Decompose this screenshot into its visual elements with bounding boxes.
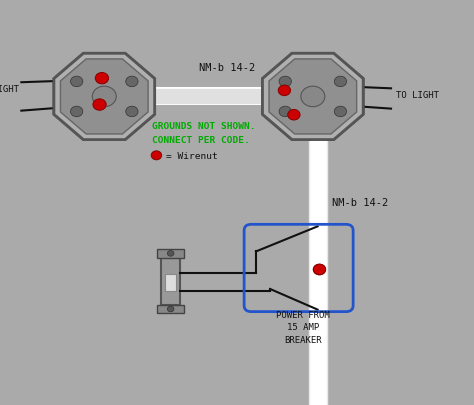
Circle shape bbox=[278, 86, 291, 96]
Polygon shape bbox=[61, 60, 148, 134]
Text: TO LIGHT: TO LIGHT bbox=[0, 85, 19, 94]
Text: CONNECT PER CODE.: CONNECT PER CODE. bbox=[152, 136, 249, 145]
Bar bbox=[157, 249, 184, 258]
Circle shape bbox=[313, 264, 326, 275]
Polygon shape bbox=[269, 60, 356, 134]
Polygon shape bbox=[54, 54, 155, 140]
Text: POWER FROM
15 AMP
BREAKER: POWER FROM 15 AMP BREAKER bbox=[276, 310, 330, 344]
Text: NM-b 14-2: NM-b 14-2 bbox=[332, 198, 388, 207]
Circle shape bbox=[71, 77, 83, 87]
Circle shape bbox=[313, 264, 326, 275]
Circle shape bbox=[334, 77, 346, 87]
Polygon shape bbox=[263, 54, 363, 140]
Polygon shape bbox=[54, 54, 155, 140]
Circle shape bbox=[93, 100, 106, 111]
Bar bbox=[319, 90, 343, 104]
Text: TO LIGHT: TO LIGHT bbox=[396, 91, 439, 100]
Polygon shape bbox=[263, 54, 363, 140]
Circle shape bbox=[167, 251, 174, 257]
Circle shape bbox=[334, 107, 346, 117]
Circle shape bbox=[301, 87, 325, 107]
Bar bbox=[110, 90, 134, 104]
Circle shape bbox=[151, 151, 162, 160]
Polygon shape bbox=[61, 60, 148, 134]
Circle shape bbox=[71, 107, 83, 117]
Circle shape bbox=[126, 77, 138, 87]
Circle shape bbox=[279, 107, 292, 117]
Circle shape bbox=[288, 110, 300, 121]
Text: = Wirenut: = Wirenut bbox=[166, 151, 218, 160]
Circle shape bbox=[126, 77, 138, 87]
Circle shape bbox=[71, 77, 83, 87]
Circle shape bbox=[95, 73, 109, 85]
Circle shape bbox=[334, 77, 346, 87]
Bar bbox=[157, 305, 184, 313]
Text: GROUNDS NOT SHOWN.: GROUNDS NOT SHOWN. bbox=[152, 122, 255, 130]
Circle shape bbox=[301, 87, 325, 107]
Circle shape bbox=[71, 107, 83, 117]
Circle shape bbox=[288, 110, 300, 121]
Bar bbox=[165, 275, 176, 291]
Polygon shape bbox=[269, 60, 356, 134]
Circle shape bbox=[167, 306, 174, 312]
Circle shape bbox=[334, 107, 346, 117]
Text: NM-b 14-2: NM-b 14-2 bbox=[200, 63, 255, 73]
Circle shape bbox=[95, 73, 109, 85]
Circle shape bbox=[126, 107, 138, 117]
Circle shape bbox=[279, 107, 292, 117]
Circle shape bbox=[92, 87, 116, 107]
Circle shape bbox=[279, 77, 292, 87]
Circle shape bbox=[92, 87, 116, 107]
Circle shape bbox=[126, 107, 138, 117]
Bar bbox=[161, 258, 180, 305]
Circle shape bbox=[278, 86, 291, 96]
Circle shape bbox=[93, 100, 106, 111]
Circle shape bbox=[279, 77, 292, 87]
